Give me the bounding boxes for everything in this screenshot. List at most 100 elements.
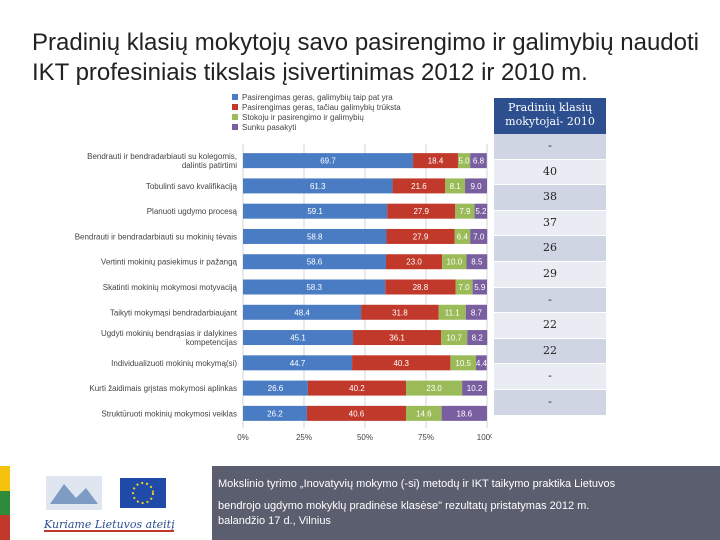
legend-swatch: [232, 124, 238, 130]
bar-segment: [450, 355, 477, 371]
category-label: Tobulinti savo kvalifikaciją: [146, 182, 238, 191]
x-tick-label: 25%: [296, 433, 312, 442]
data-label: 48.4: [294, 308, 310, 317]
category-label: Vertinti mokinių pasiekimus ir pažangą: [101, 258, 238, 267]
bar-segment: [455, 279, 473, 295]
footer: Kuriame Lietuvos ateitį Mokslinio tyrimo…: [0, 466, 720, 540]
category-label: Planuoti ugdymo procesą: [147, 207, 238, 216]
bar-segment: [470, 228, 488, 244]
stacked-bar-chart: Pasirengimas geras, galimybių taip pat y…: [75, 93, 492, 442]
data-label: 26.2: [267, 409, 283, 418]
data-label: 6.4: [457, 232, 469, 241]
data-label: 21.6: [411, 182, 427, 191]
bar-segment: [243, 254, 386, 270]
eu-funds-logo: Kuriame Lietuvos ateitį: [43, 476, 175, 532]
data-label: 5.9: [474, 283, 486, 292]
data-label: 45.1: [290, 334, 306, 343]
x-tick-label: 0%: [237, 433, 249, 442]
bar-segment: [387, 203, 456, 219]
legend-label: Sunku pasakyti: [242, 123, 296, 132]
data-label: 61.3: [310, 182, 326, 191]
bar-segment: [476, 355, 487, 371]
bar-segment: [385, 279, 456, 295]
legend-label: Pasirengimas geras, tačiau galimybių trū…: [242, 103, 401, 112]
bar-segment: [392, 178, 446, 194]
data-label: 4.4: [476, 359, 488, 368]
bar-segment: [470, 153, 487, 169]
data-label: 28.8: [413, 283, 429, 292]
data-label: 10.2: [467, 384, 483, 393]
data-label: 23.0: [406, 258, 422, 267]
category-label: Taikyti mokymąsi bendradarbiaujant: [110, 308, 238, 317]
data-label: 7.0: [473, 232, 485, 241]
data-label: 23.0: [426, 384, 442, 393]
bar-segment: [441, 405, 487, 421]
footer-line-3: balandžio 17 d., Vilnius: [218, 515, 331, 527]
data-label: 5.0: [459, 157, 471, 166]
bar-segment: [405, 405, 442, 421]
bar-segment: [457, 153, 471, 169]
bar-segment: [243, 228, 387, 244]
bar-segment: [243, 355, 353, 371]
legend-swatch: [232, 94, 238, 100]
bar-segment: [306, 405, 406, 421]
bar-segment: [405, 380, 463, 396]
category-label: Bendrauti ir bendradarbiauti su mokinių …: [75, 232, 237, 241]
table-cell: -: [494, 389, 606, 416]
bar-segment: [386, 228, 455, 244]
x-tick-label: 100%: [477, 433, 492, 442]
data-label: 6.8: [473, 157, 485, 166]
bar-segment: [243, 405, 307, 421]
bar-segment: [467, 330, 488, 346]
slide-title: Pradinių klasių mokytojų savo pasirengim…: [32, 29, 699, 86]
data-label: 8.7: [471, 308, 483, 317]
bar-segment: [243, 153, 414, 169]
bar-segment: [438, 304, 466, 320]
table-cell: 38: [494, 185, 606, 211]
category-label: kompetencijas: [186, 338, 237, 347]
data-label: 26.6: [268, 384, 284, 393]
legend-swatch: [232, 114, 238, 120]
category-label: dalintis patirtimi: [182, 161, 237, 170]
bar-segment: [441, 330, 468, 346]
table-cell: 37: [494, 210, 606, 237]
data-label: 59.1: [307, 207, 323, 216]
bar-segment: [243, 203, 388, 219]
data-label: 40.3: [393, 359, 409, 368]
table-cell: -: [494, 134, 606, 160]
bar-segment: [474, 203, 488, 219]
bar-segment: [465, 178, 487, 194]
comparison-table-2010: Pradinių klasių mokytojai- 2010 -40 38 37 2…: [494, 98, 606, 416]
data-label: 44.7: [290, 359, 306, 368]
x-tick-label: 75%: [418, 433, 434, 442]
data-label: 31.8: [392, 308, 408, 317]
table-cell: 22: [494, 313, 606, 339]
data-label: 40.2: [349, 384, 365, 393]
legend-label: Stokoju ir pasirengimo ir galimybių: [242, 113, 364, 122]
category-label: Kurti žaidimais grįstas mokymosi aplinka…: [89, 384, 237, 393]
data-label: 10.7: [446, 334, 462, 343]
bar-segment: [455, 203, 475, 219]
category-label: Skatinti mokinių mokymosi motyvaciją: [103, 283, 238, 292]
legend-swatch: [232, 104, 238, 110]
data-label: 8.5: [471, 258, 483, 267]
table-header: Pradinių klasių mokytojai- 2010: [494, 98, 606, 134]
category-label: Individualizuoti mokinių mokymą(si): [111, 359, 237, 368]
footer-line-1: Mokslinio tyrimo „Inovatyvių mokymo (-si…: [218, 478, 616, 490]
table-cell: 22: [494, 338, 606, 365]
bar-segment: [243, 380, 308, 396]
data-label: 14.6: [416, 409, 432, 418]
data-label: 58.8: [307, 232, 323, 241]
category-label: Ugdyti mokinių bendrąsias ir dalykines: [101, 329, 237, 338]
data-label: 27.9: [413, 207, 429, 216]
category-label: Bendrauti ir bendradarbiauti su kolegomi…: [87, 152, 237, 161]
bar-segment: [445, 178, 466, 194]
legend-label: Pasirengimas geras, galimybių taip pat y…: [242, 93, 393, 102]
data-label: 27.9: [413, 232, 429, 241]
bar-segment: [243, 304, 362, 320]
table-cell: 26: [494, 236, 606, 262]
bar-segment: [466, 254, 488, 270]
data-label: 7.0: [459, 283, 471, 292]
data-label: 8.2: [472, 334, 484, 343]
data-label: 58.6: [307, 258, 323, 267]
